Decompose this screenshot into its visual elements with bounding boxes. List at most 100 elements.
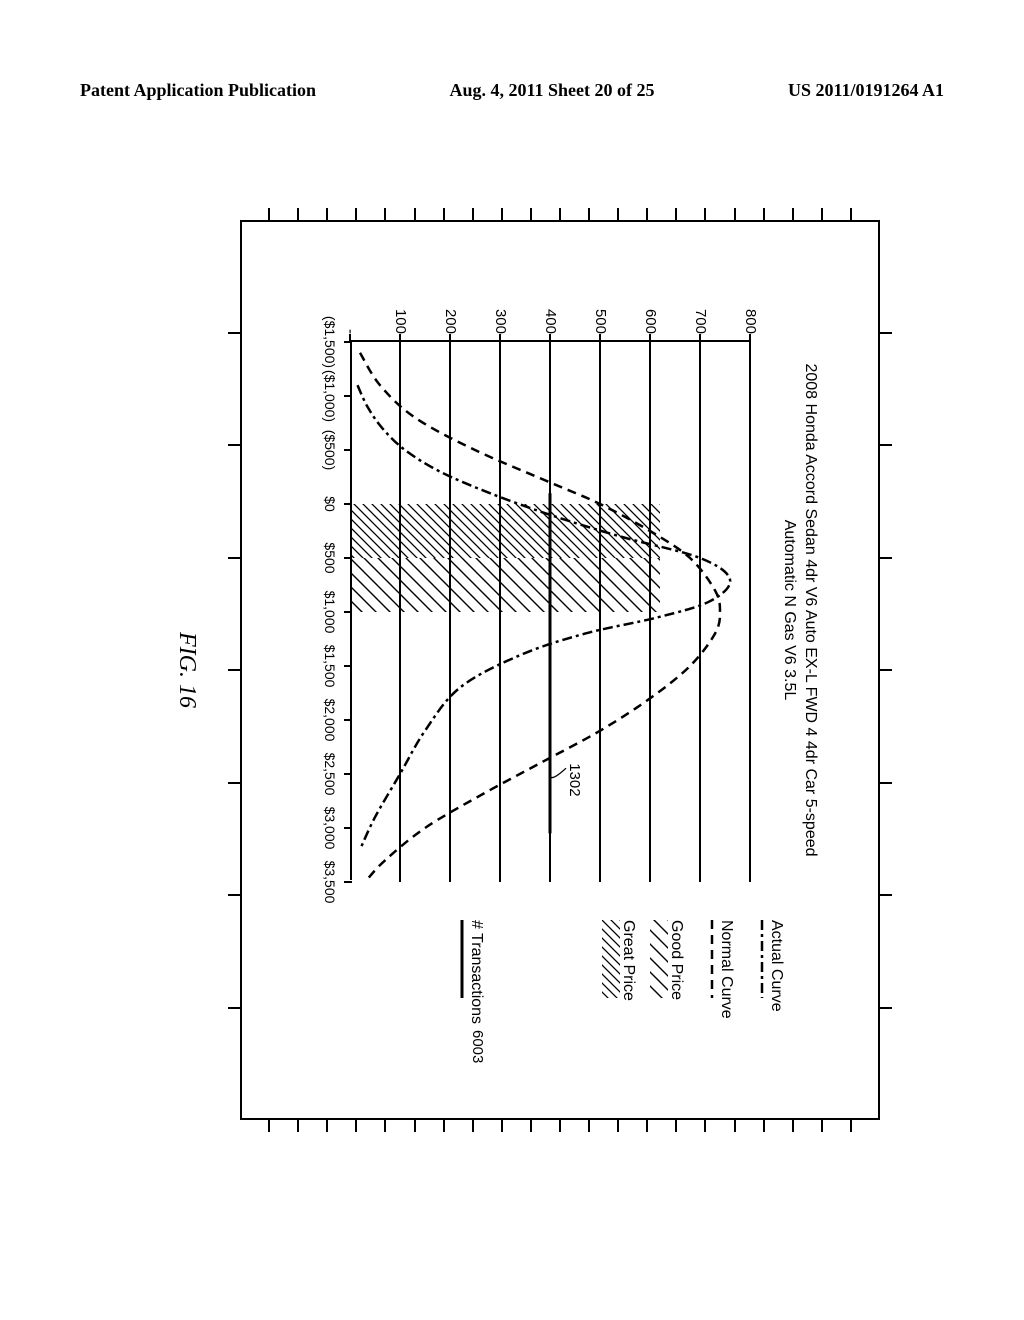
header-center: Aug. 4, 2011 Sheet 20 of 25 [449,80,654,101]
outer-tick [792,208,794,220]
y-label: - [342,294,359,334]
gridline [499,342,501,882]
figure-caption: FIG. 16 [173,180,200,1160]
outer-tick [704,208,706,220]
x-label: ($1,500) [322,316,338,368]
outer-ticks-bottom [228,220,240,1120]
normal-curve [360,353,720,882]
outer-tick [734,1120,736,1132]
outer-tick [228,669,240,671]
outer-tick [821,208,823,220]
outer-tick [228,1007,240,1009]
outer-tick [880,557,892,559]
legend-transactions-label: # Transactions [467,920,485,1024]
outer-tick [297,1120,299,1132]
gridline [599,342,601,882]
y-tick [549,334,551,342]
legend-great-price: Great Price [612,920,642,1110]
outer-ticks-left [240,208,880,220]
x-label: ($1,000) [322,370,338,422]
x-label: $500 [322,542,338,573]
x-label: $0 [322,496,338,512]
y-label: 500 [592,294,609,334]
outer-tick [880,444,892,446]
outer-tick [850,1120,852,1132]
x-tick [344,773,352,775]
x-label: $2,000 [322,699,338,742]
chart-title-line2: Automatic N Gas V6 3.5L [778,340,799,880]
y-label: 400 [542,294,559,334]
x-tick [344,449,352,451]
outer-tick [501,1120,503,1132]
outer-tick [559,208,561,220]
y-label: 600 [642,294,659,334]
outer-tick [734,208,736,220]
legend: Actual Curve Normal Curve Good Price Gre… [290,920,850,1110]
figure-rotated-container: 2008 Honda Accord Sedan 4dr V6 Auto EX-L… [30,290,1010,1050]
outer-tick [472,1120,474,1132]
outer-tick [880,669,892,671]
y-label: 100 [392,294,409,334]
gridline [699,342,701,882]
y-tick [749,334,751,342]
x-label: $3,500 [322,861,338,904]
x-tick [344,665,352,667]
outer-tick [384,1120,386,1132]
legend-great-label: Great Price [619,920,637,1001]
y-tick [449,334,451,342]
y-tick [699,334,701,342]
outer-tick [617,1120,619,1132]
outer-tick [414,208,416,220]
outer-tick [228,557,240,559]
outer-tick [530,208,532,220]
ref-6003: 6003 [469,1030,486,1063]
outer-ticks-right [240,1120,880,1132]
outer-tick [646,1120,648,1132]
outer-tick [880,332,892,334]
legend-normal-label: Normal Curve [717,920,735,1019]
x-label: ($500) [322,430,338,470]
outer-tick [297,208,299,220]
outer-tick [763,208,765,220]
outer-tick [501,208,503,220]
outer-tick [763,1120,765,1132]
outer-tick [880,894,892,896]
x-tick [344,611,352,613]
y-tick [399,334,401,342]
chart-title: 2008 Honda Accord Sedan 4dr V6 Auto EX-L… [778,340,820,880]
outer-tick [821,1120,823,1132]
y-tick [599,334,601,342]
ref-1302-leader [550,768,566,777]
outer-tick [675,1120,677,1132]
x-tick [344,719,352,721]
outer-tick [228,332,240,334]
chart-wrap: 2008 Honda Accord Sedan 4dr V6 Auto EX-L… [140,180,900,1160]
legend-actual-label: Actual Curve [767,920,785,1012]
outer-tick [880,1007,892,1009]
outer-tick [228,894,240,896]
gridline [549,342,551,882]
outer-tick [704,1120,706,1132]
legend-transactions: # Transactions 6003 [460,920,490,1110]
outer-tick [792,1120,794,1132]
outer-tick [472,208,474,220]
x-tick [344,395,352,397]
y-tick [499,334,501,342]
outer-tick [355,1120,357,1132]
y-label: 700 [692,294,709,334]
x-label: $1,500 [322,645,338,688]
outer-tick [326,1120,328,1132]
legend-good-sample [648,920,668,975]
gridline [399,342,401,882]
outer-tick [443,208,445,220]
gridline [449,342,451,882]
outer-tick [617,208,619,220]
outer-tick [530,1120,532,1132]
x-label: $2,500 [322,753,338,796]
legend-good-price: Good Price [660,920,690,1110]
gridline [749,342,751,882]
plot: 2008 Honda Accord Sedan 4dr V6 Auto EX-L… [290,280,850,900]
gridline [649,342,651,882]
outer-tick [384,208,386,220]
outer-tick [443,1120,445,1132]
